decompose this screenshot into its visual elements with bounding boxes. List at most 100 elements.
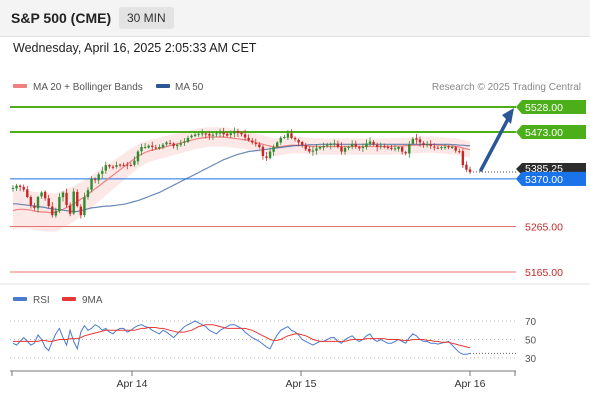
candle-body	[183, 141, 186, 143]
candle-body	[315, 148, 318, 151]
candle-body	[36, 197, 40, 209]
candle-body	[51, 206, 54, 216]
candle-body	[454, 147, 457, 151]
ma50-legend-label: MA 50	[175, 82, 204, 93]
candle-body	[240, 132, 243, 135]
candle-body	[318, 147, 322, 149]
candle-body	[358, 147, 361, 149]
candle-body	[322, 146, 325, 148]
candle-body	[190, 135, 193, 138]
candle-body	[211, 134, 215, 136]
candle-body	[272, 147, 275, 152]
candle-body	[176, 144, 179, 147]
rsi-legend-label: RSI	[33, 295, 50, 306]
timeframe-button[interactable]: 30 MIN	[119, 7, 174, 29]
candle-body	[276, 142, 279, 147]
candle-body	[379, 145, 382, 147]
rsi-tick-70: 70	[525, 317, 537, 328]
candle-body	[400, 147, 404, 152]
instrument-title: S&P 500 (CME)	[11, 10, 112, 26]
candle-body	[386, 147, 390, 149]
candle-body	[458, 151, 461, 153]
candle-body	[251, 140, 254, 143]
candle-body	[193, 134, 197, 137]
candle-body	[325, 144, 329, 146]
candle-body	[425, 144, 429, 146]
candle-body	[158, 147, 161, 149]
candle-body	[297, 139, 300, 143]
candle-body	[243, 134, 247, 138]
candle-body	[101, 171, 104, 174]
candle-body	[443, 147, 447, 148]
candle-body	[450, 147, 454, 148]
candle-body	[54, 210, 58, 216]
rsi-ma-line	[13, 324, 471, 349]
rsi-legend-swatch	[13, 297, 27, 301]
price-levels	[10, 106, 516, 273]
candle-body	[218, 132, 222, 134]
candle-body	[201, 133, 204, 135]
candle-body	[308, 148, 311, 152]
candle-body	[97, 174, 100, 181]
candle-body	[311, 150, 315, 152]
candle-body	[197, 133, 200, 135]
bollinger-band-fill	[13, 127, 470, 232]
projection-arrow-head	[502, 108, 514, 124]
candle-body	[26, 189, 29, 197]
pivot-label-front: 5370.00	[525, 174, 563, 186]
candle-body	[86, 190, 90, 198]
candle-body	[40, 192, 43, 197]
projection-arrow-shaft	[479, 117, 510, 172]
candle-body	[268, 151, 272, 159]
candle-body	[279, 137, 282, 143]
candle-body	[140, 147, 143, 152]
candle-body	[429, 144, 432, 147]
candle-body	[229, 133, 232, 135]
candle-body	[286, 133, 290, 138]
x-tick-label: Apr 14	[117, 378, 148, 390]
candle-body	[93, 179, 97, 181]
candle-body	[372, 141, 375, 145]
copyright-text: Research © 2025 Trading Central	[432, 82, 581, 93]
candle-body	[415, 138, 418, 140]
candle-body	[329, 143, 332, 145]
candle-body	[422, 143, 425, 145]
rsi-ma-legend-swatch	[62, 297, 76, 301]
candle-body	[365, 143, 368, 148]
candle-body	[254, 143, 257, 145]
candle-body	[108, 165, 111, 167]
candle-body	[336, 143, 340, 147]
level-tags: 5528.005473.005370.005265.005165.005385.…	[516, 100, 586, 279]
candle-body	[172, 143, 175, 147]
candle-body	[122, 165, 125, 167]
timestamp: Wednesday, April 16, 2025 2:05:33 AM CET	[13, 41, 257, 55]
candle-body	[411, 138, 415, 144]
candle-body	[68, 205, 72, 214]
candle-body	[58, 197, 61, 212]
candle-body	[136, 151, 140, 162]
candle-body	[90, 178, 93, 190]
pivot-tag-front	[516, 171, 586, 186]
candle-body	[65, 192, 68, 206]
rsi-tick-50: 50	[525, 336, 537, 347]
candle-body	[143, 147, 147, 148]
candle-body	[133, 160, 136, 165]
candle-body	[104, 165, 108, 171]
rsi-panel: 70 50 30	[10, 317, 537, 365]
candle-body	[118, 164, 122, 166]
candle-body	[161, 144, 165, 148]
candle-body	[368, 141, 372, 144]
bollinger-legend-label: MA 20 + Bollinger Bands	[33, 82, 143, 93]
level-label-5528.00: 5528.00	[525, 102, 563, 114]
candle-body	[15, 185, 18, 189]
candle-body	[304, 145, 307, 150]
rsi-ma-legend-label: 9MA	[82, 295, 103, 306]
candle-body	[147, 145, 150, 148]
candle-body	[461, 151, 465, 166]
candle-body	[168, 143, 172, 145]
rsi-tick-30: 30	[525, 354, 537, 365]
candle-body	[404, 152, 407, 154]
candle-body	[393, 148, 397, 150]
candle-body	[390, 147, 393, 149]
